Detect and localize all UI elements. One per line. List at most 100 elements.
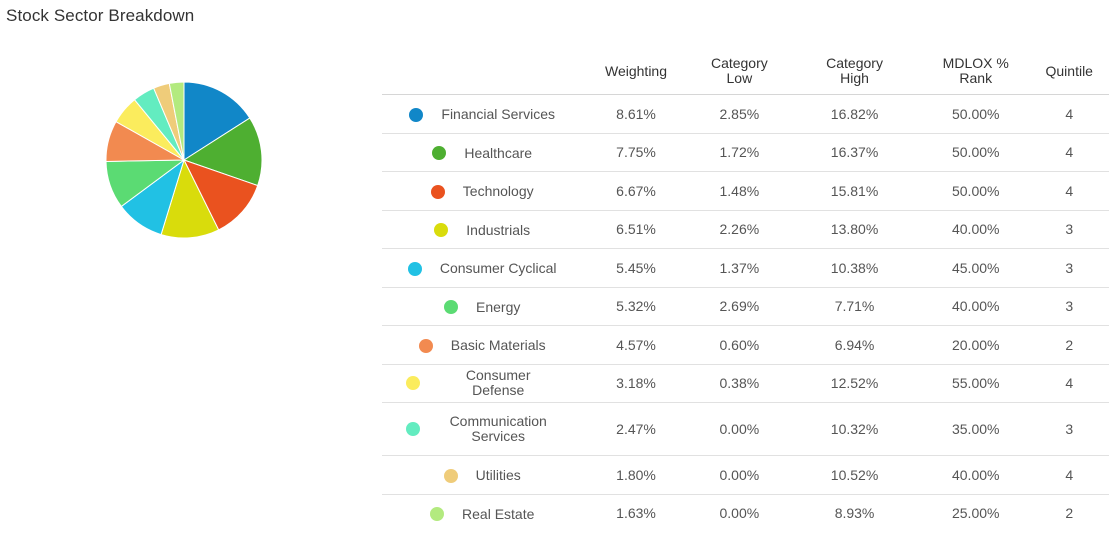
rank-cell: 35.00% bbox=[922, 402, 1030, 456]
sector-cell: Communication Services bbox=[382, 402, 581, 456]
category-high-cell: 6.94% bbox=[787, 325, 922, 365]
table-row: Real Estate 1.63% 0.00% 8.93% 25.00% 2 bbox=[382, 494, 1109, 532]
rank-cell: 40.00% bbox=[922, 210, 1030, 249]
pie-slice-industrials[interactable] bbox=[160, 158, 220, 239]
category-high-cell: 8.93% bbox=[834, 505, 875, 522]
category-low-cell: 2.69% bbox=[691, 287, 788, 326]
sector-color-dot bbox=[444, 300, 459, 315]
category-low-cell: 1.37% bbox=[691, 248, 788, 288]
quintile-cell: 3 bbox=[1029, 210, 1109, 249]
sector-name: Consumer Cyclical bbox=[439, 260, 557, 277]
quintile-cell: 3 bbox=[1029, 248, 1109, 288]
header-weighting[interactable]: Weighting bbox=[580, 48, 692, 95]
weighting-cell: 4.57% bbox=[580, 325, 692, 365]
quintile-cell: 2 bbox=[1065, 505, 1074, 522]
category-low-cell: 2.85% bbox=[691, 94, 788, 134]
pie-slice-healthcare[interactable] bbox=[182, 117, 263, 187]
table-row: Technology 6.67% 1.48% 15.81% 50.00% 4 bbox=[382, 171, 1109, 211]
weighting-cell: 5.32% bbox=[580, 287, 692, 326]
sector-color-dot bbox=[430, 184, 445, 199]
weighting-cell: 3.18% bbox=[580, 364, 692, 403]
table-row: Consumer Cyclical 5.45% 1.37% 10.38% 45.… bbox=[382, 248, 1109, 288]
rank-cell: 50.00% bbox=[922, 133, 1030, 172]
sector-cell: Financial Services bbox=[382, 94, 581, 134]
quintile-cell: 3 bbox=[1029, 402, 1109, 456]
sector-name: Financial Services bbox=[441, 106, 555, 123]
table-row: Basic Materials 4.57% 0.60% 6.94% 20.00%… bbox=[382, 325, 1109, 365]
category-low-cell: 0.00% bbox=[691, 402, 788, 456]
table-row: Consumer Defense 3.18% 0.38% 12.52% 55.0… bbox=[382, 364, 1109, 403]
sector-cell: Technology bbox=[382, 171, 581, 211]
rank-cell: 50.00% bbox=[922, 94, 1030, 134]
quintile-cell: 4 bbox=[1029, 455, 1109, 495]
weighting-cell: 2.47% bbox=[580, 402, 692, 456]
pie-slice-real-estate[interactable] bbox=[168, 81, 185, 161]
sector-cell: Healthcare bbox=[382, 133, 581, 172]
category-low-cell: 2.26% bbox=[691, 210, 788, 249]
sector-color-dot bbox=[406, 376, 421, 391]
header-sector bbox=[382, 48, 581, 95]
category-high-cell: 16.37% bbox=[787, 133, 922, 172]
table-row: Financial Services 8.61% 2.85% 16.82% 50… bbox=[382, 94, 1109, 134]
weighting-cell: 6.67% bbox=[580, 171, 692, 211]
category-high-cell: 12.52% bbox=[787, 364, 922, 403]
pie-svg bbox=[105, 81, 263, 239]
quintile-cell: 4 bbox=[1029, 171, 1109, 211]
header-category-high-label: Category High bbox=[826, 55, 883, 86]
weighting-cell: 5.45% bbox=[580, 248, 692, 288]
category-high-cell: 16.82% bbox=[787, 94, 922, 134]
quintile-cell: 4 bbox=[1029, 133, 1109, 172]
category-low-cell: 0.00% bbox=[691, 455, 788, 495]
table-row: Healthcare 7.75% 1.72% 16.37% 50.00% 4 bbox=[382, 133, 1109, 172]
header-category-low[interactable]: Category Low bbox=[691, 48, 788, 95]
header-rank[interactable]: MDLOX % Rank bbox=[922, 48, 1030, 95]
table-row: Industrials 6.51% 2.26% 13.80% 40.00% 3 bbox=[382, 210, 1109, 249]
weighting-cell: 7.75% bbox=[580, 133, 692, 172]
sector-cell: Consumer Defense bbox=[382, 364, 581, 403]
category-high-cell: 10.32% bbox=[787, 402, 922, 456]
sector-name: Real Estate bbox=[462, 505, 535, 522]
rank-cell: 20.00% bbox=[922, 325, 1030, 365]
rank-cell: 55.00% bbox=[922, 364, 1030, 403]
category-high-cell: 15.81% bbox=[787, 171, 922, 211]
quintile-cell: 2 bbox=[1029, 325, 1109, 365]
header-quintile[interactable]: Quintile bbox=[1029, 48, 1109, 95]
weighting-cell: 1.63% bbox=[616, 505, 656, 522]
sector-color-dot bbox=[432, 146, 447, 161]
header-category-low-label: Category Low bbox=[710, 55, 768, 86]
weighting-cell: 1.80% bbox=[580, 455, 692, 495]
weighting-cell: 8.61% bbox=[580, 94, 692, 134]
sector-color-dot bbox=[434, 223, 449, 238]
header-category-high[interactable]: Category High bbox=[787, 48, 922, 95]
sector-name: Utilities bbox=[475, 467, 521, 484]
category-low-cell: 0.38% bbox=[691, 364, 788, 403]
sector-cell: Real Estate bbox=[382, 494, 580, 532]
weighting-cell: 6.51% bbox=[580, 210, 692, 249]
table-header-row: Weighting Category Low Category High MDL… bbox=[382, 48, 1109, 95]
sector-cell: Industrials bbox=[382, 210, 581, 249]
rank-cell: 50.00% bbox=[922, 171, 1030, 211]
sector-table: Weighting Category Low Category High MDL… bbox=[382, 48, 1109, 532]
table-row: Energy 5.32% 2.69% 7.71% 40.00% 3 bbox=[382, 287, 1109, 326]
pie-slice-technology[interactable] bbox=[183, 159, 259, 231]
pie-slice-financial-services[interactable] bbox=[183, 81, 251, 161]
category-high-cell: 10.52% bbox=[787, 455, 922, 495]
sector-color-dot bbox=[430, 507, 445, 522]
sector-cell: Energy bbox=[382, 287, 581, 326]
sector-color-dot bbox=[418, 338, 433, 353]
sector-color-dot bbox=[409, 107, 424, 122]
table-row: Communication Services 2.47% 0.00% 10.32… bbox=[382, 402, 1109, 456]
sector-name: Consumer Defense bbox=[465, 367, 531, 399]
quintile-cell: 3 bbox=[1029, 287, 1109, 326]
sector-cell: Consumer Cyclical bbox=[382, 248, 581, 288]
sector-name: Communication Services bbox=[449, 413, 547, 444]
sector-cell: Utilities bbox=[382, 455, 581, 495]
sector-color-dot bbox=[406, 422, 421, 436]
sector-name: Healthcare bbox=[464, 144, 533, 161]
rank-cell: 40.00% bbox=[922, 455, 1030, 495]
table-row: Utilities 1.80% 0.00% 10.52% 40.00% 4 bbox=[382, 455, 1109, 495]
section-title: Stock Sector Breakdown bbox=[6, 6, 195, 25]
category-low-cell: 1.48% bbox=[691, 171, 788, 211]
category-low-cell: 0.60% bbox=[691, 325, 788, 365]
sector-name: Technology bbox=[462, 183, 534, 200]
